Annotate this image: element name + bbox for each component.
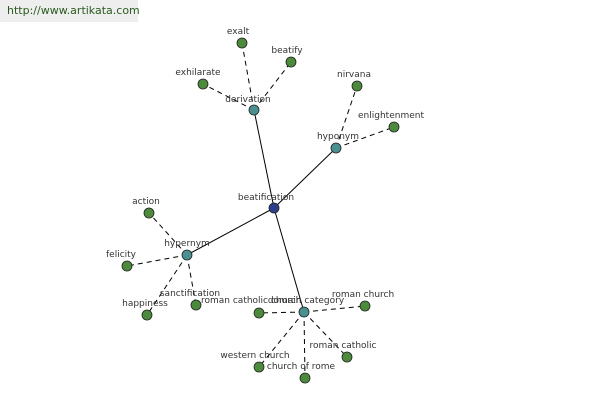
root-label: beatification [238,193,294,203]
word-node-enlightenment[interactable] [388,121,400,133]
word-node-roman-catholic[interactable] [341,351,353,363]
edge-root-derivation [253,109,275,209]
edge-exalt [241,42,255,111]
labels: beatification derivation hyponym hypernym do… [106,27,424,372]
word-node-felicity[interactable] [121,260,133,272]
relation-label-domain-category: domain category [268,296,345,306]
edges [126,42,395,379]
word-label-church-of-rome: church of rome [267,362,336,372]
relation-node-derivation[interactable] [248,104,260,116]
edge-beatify [253,61,292,111]
relation-label-hypernym: hypernym [164,239,210,249]
relation-label-hyponym: hyponym [317,132,359,142]
relation-node-hypernym[interactable] [181,249,193,261]
edge-exhilarate [202,83,255,111]
word-node-roman-catholic-church[interactable] [253,307,265,319]
word-node-sanctification[interactable] [190,299,202,311]
edge-church-of-rome [303,311,306,379]
word-node-western-church[interactable] [253,361,265,373]
relation-node-domain-category[interactable] [298,306,310,318]
url-banner: http://www.artikata.com [0,0,140,22]
edge-root-hypernym [186,207,275,256]
edge-roman-catholic [303,311,348,358]
edge-happiness [146,254,188,316]
relation-node-hyponym[interactable] [330,142,342,154]
word-label-action: action [132,197,160,207]
word-label-beatify: beatify [271,46,303,56]
nodes [121,37,400,384]
edge-nirvana [335,85,358,149]
edge-western-church [258,311,305,368]
word-node-roman-church[interactable] [359,300,371,312]
word-label-exhilarate: exhilarate [175,68,221,78]
word-label-nirvana: nirvana [337,70,371,80]
edge-felicity [126,254,188,267]
word-node-exalt[interactable] [236,37,248,49]
word-label-enlightenment: enlightenment [358,111,424,121]
edge-enlightenment [335,126,395,149]
edge-root-hyponym [273,147,337,209]
edge-root-domain-category [273,207,305,313]
edge-roman-catholic-church [258,311,305,314]
word-label-western-church: western church [220,351,289,361]
edge-roman-church [303,305,366,313]
word-label-roman-church: roman church [332,290,394,300]
url-link[interactable]: http://www.artikata.com [7,4,140,17]
word-label-exalt: exalt [227,27,250,37]
word-node-church-of-rome[interactable] [299,372,311,384]
word-label-roman-catholic-church: roman catholic church [201,296,301,306]
root-node[interactable] [268,202,280,214]
word-node-exhilarate[interactable] [197,78,209,90]
word-label-roman-catholic: roman catholic [309,341,376,351]
word-label-sanctification: sanctification [160,289,220,299]
edge-action [148,212,188,256]
word-label-felicity: felicity [106,250,137,260]
word-node-action[interactable] [143,207,155,219]
word-node-beatify[interactable] [285,56,297,68]
relation-label-derivation: derivation [225,95,271,105]
word-node-nirvana[interactable] [351,80,363,92]
word-label-happiness: happiness [122,299,168,309]
word-node-happiness[interactable] [141,309,153,321]
